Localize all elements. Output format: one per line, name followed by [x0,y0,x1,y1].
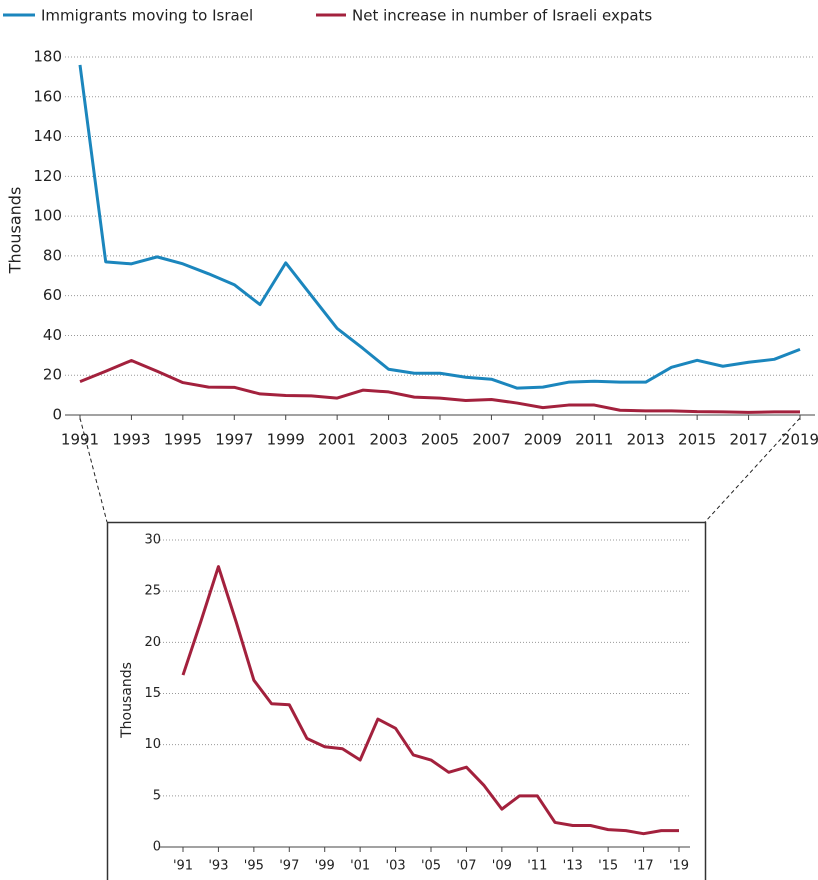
legend-label: Net increase in number of Israeli expats [352,7,652,25]
x-tick-label: '07 [456,859,476,874]
x-tick-label: '03 [386,859,406,874]
series-line [78,64,801,390]
y-tick-label: 180 [33,48,62,66]
x-tick-label: '11 [527,859,547,874]
y-tick-label: 5 [153,788,161,803]
y-tick-label: 20 [144,635,161,650]
x-tick-label: '05 [421,859,441,874]
y-tick-label: 40 [43,326,62,344]
y-tick-label: 15 [144,686,161,701]
x-tick-label: '17 [634,859,654,874]
x-tick-label: 2017 [729,431,767,449]
y-tick-label: 140 [33,127,62,145]
zoom-connector [704,417,801,523]
x-tick-label: 1993 [112,431,150,449]
x-tick-label: 2001 [318,431,356,449]
x-tick-label: 2007 [472,431,510,449]
x-tick-label: 2015 [678,431,716,449]
legend-label: Immigrants moving to Israel [41,7,253,25]
y-tick-label: 60 [43,286,62,304]
y-tick-label: 160 [33,87,62,105]
x-tick-label: 2013 [627,431,665,449]
x-tick-label: '97 [279,859,299,874]
series-line [79,359,800,414]
x-tick-label: 2019 [781,431,818,449]
y-tick-label: 0 [153,840,161,855]
y-tick-label: 0 [52,406,62,424]
x-tick-label: 1995 [164,431,202,449]
series-line [181,565,679,836]
y-tick-label: 20 [43,366,62,384]
x-tick-label: 2003 [369,431,407,449]
y-axis-label: Thousands [119,662,135,739]
x-tick-label: 2009 [524,431,562,449]
x-tick-label: 2011 [575,431,613,449]
y-axis-label: Thousands [6,187,25,275]
x-tick-label: 1991 [61,431,99,449]
x-tick-label: '95 [244,859,264,874]
y-tick-label: 80 [43,246,62,264]
y-tick-label: 100 [33,207,62,225]
inset-frame [106,521,707,880]
x-tick-label: '99 [315,859,335,874]
x-tick-label: 1997 [215,431,253,449]
zoom-connector [79,417,108,523]
y-tick-label: 120 [33,167,62,185]
y-tick-label: 30 [144,533,161,548]
y-tick-label: 10 [144,737,161,752]
x-tick-label: '01 [350,859,370,874]
x-tick-label: '13 [563,859,583,874]
y-tick-label: 25 [144,584,161,599]
x-tick-label: '09 [492,859,512,874]
x-tick-label: '15 [598,859,618,874]
x-tick-label: '93 [208,859,228,874]
x-tick-label: 2005 [421,431,459,449]
x-tick-label: '19 [669,859,689,874]
x-tick-label: '91 [173,859,193,874]
x-tick-label: 1999 [267,431,305,449]
